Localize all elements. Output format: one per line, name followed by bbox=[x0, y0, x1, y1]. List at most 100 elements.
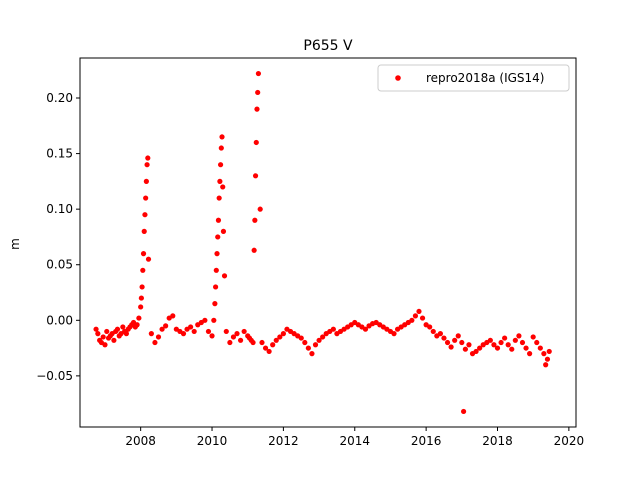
data-point bbox=[123, 331, 129, 337]
data-point bbox=[491, 342, 497, 348]
y-axis-label: m bbox=[8, 238, 22, 250]
data-point bbox=[494, 345, 501, 351]
data-point bbox=[516, 333, 522, 339]
legend-marker bbox=[395, 75, 401, 81]
data-point bbox=[320, 334, 326, 340]
data-point bbox=[102, 342, 108, 348]
y-tick-label: −0.05 bbox=[36, 369, 73, 383]
data-point bbox=[100, 334, 106, 340]
data-point bbox=[312, 342, 319, 348]
data-point bbox=[362, 326, 369, 332]
data-point bbox=[202, 317, 208, 323]
data-point bbox=[215, 217, 222, 223]
data-point bbox=[223, 328, 229, 335]
data-point bbox=[280, 331, 286, 337]
data-point bbox=[241, 328, 247, 335]
data-point bbox=[543, 362, 549, 368]
data-point bbox=[114, 326, 121, 332]
data-point bbox=[230, 334, 237, 340]
data-point bbox=[120, 324, 126, 330]
data-point bbox=[144, 162, 150, 168]
data-point bbox=[217, 162, 224, 168]
data-point bbox=[473, 348, 479, 355]
data-point bbox=[180, 331, 187, 337]
data-point bbox=[452, 337, 458, 343]
data-point bbox=[251, 247, 257, 253]
data-point bbox=[213, 284, 219, 290]
data-points bbox=[93, 70, 552, 415]
data-point bbox=[273, 337, 279, 343]
data-point bbox=[148, 331, 154, 337]
data-point bbox=[298, 335, 304, 341]
data-point bbox=[519, 339, 526, 346]
data-point bbox=[143, 178, 149, 184]
data-point bbox=[209, 333, 215, 339]
data-point bbox=[259, 339, 265, 346]
data-point bbox=[221, 273, 228, 279]
data-point bbox=[419, 315, 426, 321]
data-point bbox=[191, 328, 197, 335]
data-point bbox=[466, 342, 472, 348]
data-point bbox=[257, 206, 263, 212]
data-point bbox=[95, 331, 101, 337]
data-point bbox=[487, 337, 493, 343]
data-point bbox=[93, 326, 99, 332]
data-point bbox=[444, 339, 451, 346]
data-point bbox=[502, 335, 508, 341]
data-point bbox=[530, 334, 536, 340]
data-point bbox=[111, 337, 117, 343]
data-point bbox=[227, 339, 233, 346]
data-point bbox=[505, 342, 511, 348]
data-point bbox=[316, 337, 322, 343]
y-tick-label: 0.20 bbox=[46, 91, 73, 105]
data-point bbox=[136, 315, 142, 321]
legend-label: repro2018a (IGS14) bbox=[426, 71, 544, 85]
data-point bbox=[255, 70, 262, 77]
data-point bbox=[104, 328, 110, 335]
data-point bbox=[477, 345, 483, 351]
data-point bbox=[523, 345, 529, 351]
data-point bbox=[250, 339, 256, 346]
data-point bbox=[254, 106, 260, 112]
data-point bbox=[459, 339, 465, 346]
data-point bbox=[159, 326, 165, 332]
data-point bbox=[537, 345, 543, 351]
data-point bbox=[270, 342, 276, 348]
data-point bbox=[205, 328, 212, 335]
data-point bbox=[145, 256, 152, 262]
data-point bbox=[498, 339, 504, 346]
x-tick-label: 2016 bbox=[411, 434, 442, 448]
x-tick-label: 2018 bbox=[482, 434, 513, 448]
data-point bbox=[527, 351, 533, 357]
data-point bbox=[534, 339, 540, 346]
data-point bbox=[430, 328, 436, 335]
data-point bbox=[237, 337, 244, 343]
data-point bbox=[541, 351, 547, 357]
data-point bbox=[255, 89, 261, 96]
x-tick-label: 2010 bbox=[197, 434, 228, 448]
data-point bbox=[253, 139, 259, 146]
data-point bbox=[309, 351, 315, 357]
data-point bbox=[213, 267, 219, 273]
x-axis: 2008 2010 2012 2014 2016 2018 2020 bbox=[125, 427, 584, 448]
data-point bbox=[163, 323, 169, 329]
data-point bbox=[142, 212, 148, 218]
data-point bbox=[218, 145, 224, 151]
data-point bbox=[330, 326, 336, 332]
data-point bbox=[461, 408, 467, 415]
data-point bbox=[512, 337, 518, 343]
plot-area bbox=[79, 57, 577, 428]
data-point bbox=[416, 308, 422, 315]
y-tick-label: 0.05 bbox=[46, 258, 73, 272]
data-point bbox=[216, 195, 222, 201]
data-point bbox=[138, 304, 144, 310]
legend-box bbox=[377, 64, 570, 92]
legend: repro2018a (IGS14) bbox=[377, 64, 570, 92]
data-point bbox=[217, 178, 223, 184]
data-point bbox=[391, 331, 397, 337]
data-point bbox=[437, 331, 443, 337]
y-axis: −0.05 0.00 0.05 0.10 0.15 0.20 bbox=[36, 91, 80, 383]
data-point bbox=[212, 301, 218, 307]
data-point bbox=[262, 345, 269, 351]
data-point bbox=[219, 134, 225, 140]
